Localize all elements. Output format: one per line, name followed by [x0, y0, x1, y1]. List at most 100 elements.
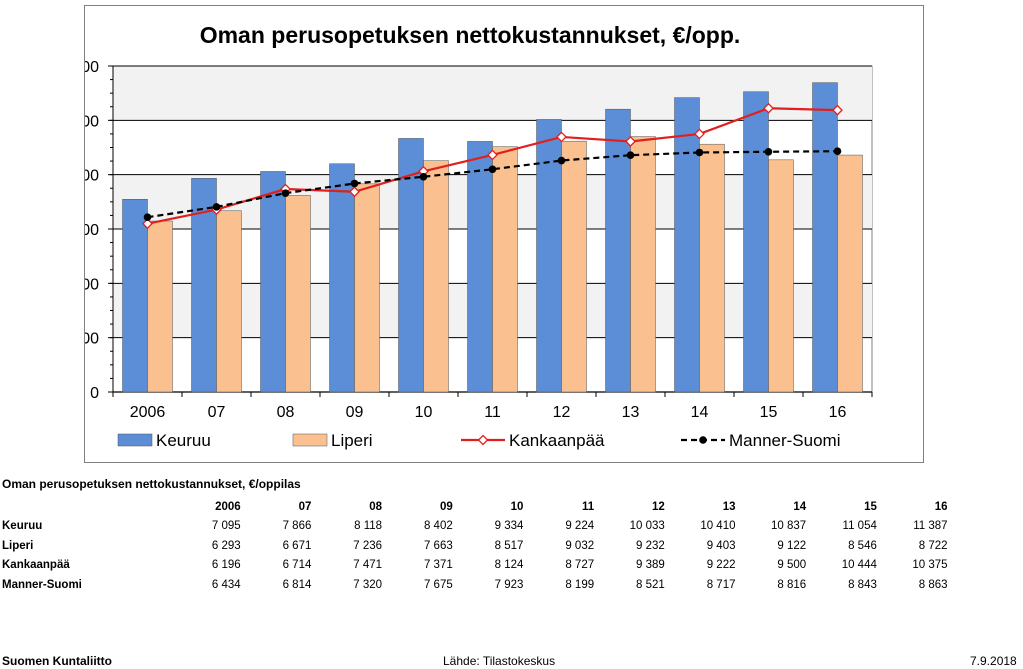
table-cell: 8 546	[848, 539, 877, 552]
table-cell: 7 663	[423, 539, 453, 552]
bar-keuruu	[122, 199, 148, 393]
table-cell: 6 814	[282, 578, 312, 591]
table-cell: 10 033	[629, 520, 665, 533]
table-row-label: Manner-Suomi	[2, 578, 82, 591]
table-cell: 9 222	[706, 559, 736, 572]
table-cell: 11 387	[913, 520, 948, 533]
bar-keuruu	[329, 163, 355, 393]
bar-liperi	[837, 154, 863, 393]
table-corner	[2, 497, 170, 517]
table-cell: 10 444	[841, 559, 877, 572]
table-row: Keuruu 7 095 7 866 8 118 8 402 9 334 9 224 10 0…	[2, 517, 948, 537]
bar-liperi	[768, 159, 794, 393]
point-kankaanpää	[694, 128, 705, 140]
table-cell: 7 320	[353, 578, 383, 591]
x-tick-label: 11	[484, 404, 501, 421]
x-tick-label: 10	[415, 404, 433, 421]
table-cell: 10 837	[771, 520, 807, 533]
point-kankaanpää	[142, 218, 153, 230]
table-header-cell: 16	[934, 500, 948, 513]
table-header-cell: 15	[864, 500, 877, 513]
legend-label: Liperi	[331, 431, 373, 450]
table-cell: 7 371	[423, 559, 453, 572]
table-cell: 9 500	[777, 559, 807, 572]
table-cell: 8 843	[848, 578, 877, 591]
table-header-cell: 12	[652, 500, 665, 513]
table-cell: 6 434	[211, 578, 241, 591]
legend-label: Kankaanpää	[509, 431, 605, 450]
table-cell: 9 032	[565, 539, 595, 552]
x-tick-label: 08	[277, 404, 295, 421]
y-tick-label: 4 000	[85, 276, 99, 293]
bar-keuruu	[812, 82, 838, 393]
x-tick-label: 13	[622, 404, 640, 421]
table-cell: 6 714	[282, 559, 312, 572]
table-cell: 8 863	[918, 578, 948, 591]
table-cell: 9 224	[565, 520, 595, 533]
bar-liperi	[354, 183, 380, 393]
table-cell: 8 727	[565, 559, 595, 572]
table-cell: 8 517	[494, 539, 524, 552]
x-tick-label: 09	[346, 404, 364, 421]
point-manner-suomi	[143, 213, 152, 222]
footer-source: Lähde: Tilastokeskus	[443, 654, 556, 668]
legend-swatch	[117, 433, 153, 447]
table-cell: 11 054	[842, 520, 877, 533]
table-header-cell: 10	[510, 500, 524, 513]
table-cell: 8 816	[777, 578, 807, 591]
table-row-label: Keuruu	[2, 520, 43, 533]
table-cell: 7 675	[423, 578, 453, 591]
y-tick-label: 6 000	[85, 222, 99, 239]
table-cell: 8 124	[494, 559, 524, 572]
bar-keuruu	[398, 138, 424, 393]
bar-keuruu	[674, 97, 700, 393]
y-tick-label: 8 000	[85, 168, 99, 185]
bar-liperi	[423, 160, 449, 393]
table-row: Liperi 6 293 6 671 7 236 7 663 8 517 9 032 9 23…	[2, 536, 948, 556]
table-row: Kankaanpää 6 196 6 714 7 471 7 371 8 124 8 727…	[2, 556, 948, 576]
legend-label: Keuruu	[156, 431, 211, 450]
table-cell: 7 236	[353, 539, 383, 552]
legend-label: Manner-Suomi	[729, 431, 841, 450]
table-cell: 8 717	[706, 578, 736, 591]
x-tick-label: 16	[829, 404, 847, 421]
table-cell: 9 122	[777, 539, 807, 552]
table-header-row: 2006 07 08 09 10 11 12 13 14 15 16	[2, 497, 948, 517]
bar-liperi	[216, 210, 242, 393]
table-cell: 6 671	[282, 539, 312, 552]
point-manner-suomi	[488, 165, 497, 174]
chart-frame: Oman perusopetuksen nettokustannukset, €…	[84, 5, 924, 463]
table-cell: 9 232	[636, 539, 665, 552]
table-cell: 8 199	[565, 578, 595, 591]
x-tick-label: 07	[208, 404, 226, 421]
table-cell: 9 403	[706, 539, 736, 552]
data-table: 2006 07 08 09 10 11 12 13 14 15 16 Keuru…	[2, 497, 948, 595]
x-tick-label: 12	[553, 404, 571, 421]
bar-liperi	[561, 140, 587, 393]
bar-keuruu	[260, 171, 286, 393]
table-header-cell: 11	[581, 500, 595, 513]
table-cell: 7 866	[282, 520, 312, 533]
bar-keuruu	[605, 108, 631, 393]
point-manner-suomi	[626, 151, 635, 159]
y-tick-label: 12 000	[85, 59, 99, 76]
table-header-cell: 07	[298, 500, 312, 513]
point-manner-suomi	[419, 172, 428, 181]
table-cell: 10 410	[700, 520, 736, 533]
table-header-cell: 08	[369, 500, 383, 513]
bar-liperi	[147, 220, 173, 393]
table-row-label: Liperi	[2, 539, 34, 552]
point-manner-suomi	[833, 147, 842, 156]
chart-title: Oman perusopetuksen nettokustannukset, €…	[200, 22, 741, 48]
table-cell: 8 521	[636, 578, 665, 591]
legend-swatch	[292, 433, 328, 447]
table-cell: 6 293	[211, 539, 241, 552]
table-cell: 8 722	[918, 539, 948, 552]
table-cell: 7 095	[211, 520, 241, 533]
point-manner-suomi	[695, 148, 704, 157]
point-kankaanpää	[625, 136, 636, 147]
bar-keuruu	[467, 141, 493, 393]
table-cell: 9 334	[494, 520, 524, 533]
bar-liperi	[699, 143, 725, 393]
legend-marker	[477, 434, 489, 446]
